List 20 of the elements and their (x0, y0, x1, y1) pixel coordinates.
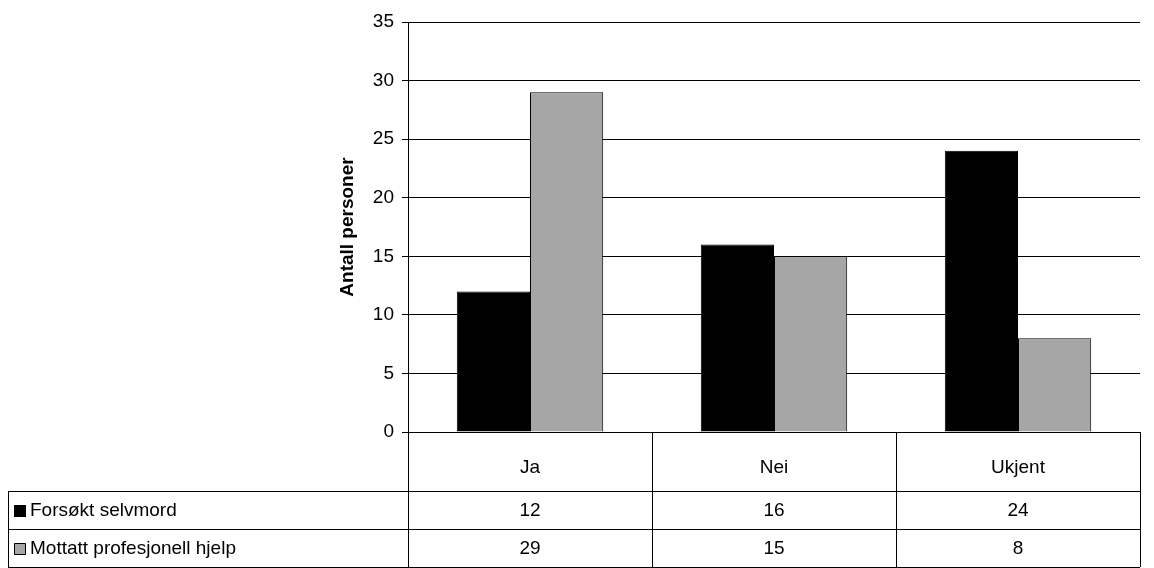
y-tick-label: 10 (372, 303, 394, 325)
y-tick-label: 30 (372, 68, 394, 90)
x-tick-label: Ukjent (991, 455, 1046, 477)
data-label: 15 (763, 537, 785, 559)
y-tick-label: 5 (383, 361, 394, 383)
legend-label: Forsøkt selvmord (30, 499, 177, 521)
x-tick-label: Nei (759, 455, 789, 477)
y-tick-label: 0 (383, 420, 394, 442)
x-tick-label: Ja (519, 455, 541, 477)
data-label: 24 (1007, 499, 1029, 521)
y-tick-label: 25 (372, 127, 394, 149)
y-tick-label: 15 (372, 244, 394, 266)
data-label: 12 (519, 499, 541, 521)
y-tick-label: 20 (372, 185, 394, 207)
data-label: 8 (1012, 537, 1024, 559)
legend-label: Mottatt profesjonell hjelp (30, 537, 236, 559)
y-tick-label: 35 (372, 10, 394, 32)
data-label: 29 (519, 537, 541, 559)
y-axis-title: Antall personer (336, 156, 358, 297)
data-label: 16 (763, 499, 785, 521)
